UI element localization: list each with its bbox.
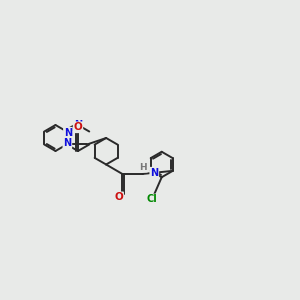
Text: N: N [63,138,71,148]
Text: H: H [140,163,147,172]
Text: Cl: Cl [147,194,158,204]
Text: O: O [74,122,82,132]
Text: N: N [64,128,72,138]
Text: O: O [114,192,123,202]
Text: N: N [150,168,158,178]
Text: N: N [74,120,82,130]
